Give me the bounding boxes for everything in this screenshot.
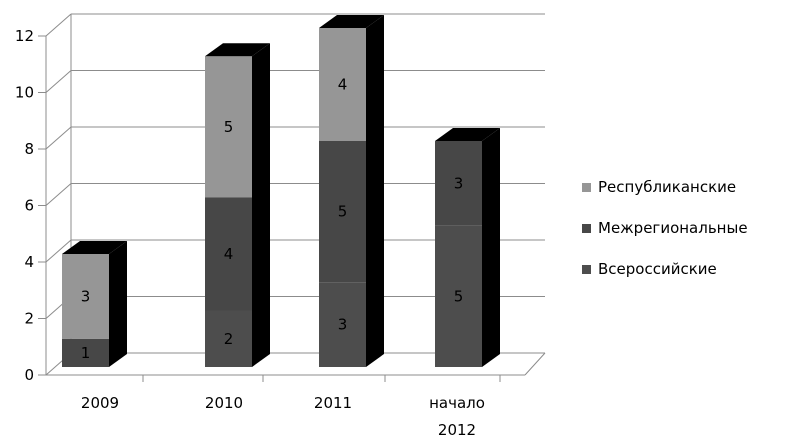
y-tick-label: 4: [24, 253, 34, 271]
legend-label: Межрегиональные: [598, 219, 748, 237]
y-tick-label: 0: [24, 366, 34, 384]
x-tick-label: 2011: [314, 394, 352, 412]
legend-swatch: [582, 264, 591, 274]
x-tick-label: начало: [429, 394, 485, 412]
gridline-depth: [45, 70, 72, 93]
bar-segment: [205, 310, 252, 367]
bar-top-face: [62, 241, 127, 254]
bar-segment: [205, 197, 252, 311]
bar-top-face: [319, 15, 384, 28]
bar-segment: [435, 225, 482, 367]
gridline-depth: [45, 183, 72, 206]
bar-segment: [319, 141, 366, 283]
y-tick-label: 2: [24, 310, 34, 328]
bar-side-face: [109, 241, 127, 367]
floor-edge: [524, 352, 546, 376]
x-tick-label: 2010: [205, 394, 243, 412]
y-tick-label: 10: [15, 84, 34, 102]
bar-segment: [319, 28, 366, 141]
y-tick-label: 6: [24, 197, 34, 215]
y-tick-label: 12: [15, 27, 34, 45]
data-label: 5: [338, 203, 348, 221]
bar-side-face: [366, 15, 384, 367]
bar-top-face: [205, 43, 270, 57]
bar-segment: [205, 56, 252, 198]
legend: Республиканские Межрегиональные Всероссийс…: [582, 176, 791, 299]
legend-swatch: [582, 182, 591, 192]
bar-top-face: [435, 128, 500, 141]
legend-item: Республиканские: [582, 176, 791, 198]
legend-swatch: [582, 223, 591, 233]
y-tick-label: 8: [24, 140, 34, 158]
bar-segment: [319, 282, 366, 367]
data-label: 3: [81, 287, 91, 305]
legend-item: Всероссийские: [582, 258, 791, 280]
x-tick-label: 2012: [438, 421, 476, 439]
data-label: 5: [454, 287, 464, 305]
data-label: 2: [224, 330, 234, 348]
gridline-depth: [45, 126, 72, 150]
bar-side-face: [252, 43, 270, 367]
gridline-depth: [45, 239, 72, 263]
bar-segment: [435, 141, 482, 226]
data-label: 3: [338, 316, 348, 334]
legend-label: Всероссийские: [598, 260, 717, 278]
bar-segment: [62, 254, 109, 339]
bar-side-face: [482, 128, 500, 367]
legend-item: Межрегиональные: [582, 217, 791, 239]
data-label: 3: [454, 174, 464, 192]
data-label: 1: [81, 344, 91, 362]
legend-label: Республиканские: [598, 178, 737, 196]
data-label: 4: [224, 245, 234, 263]
data-label: 4: [338, 76, 348, 94]
x-tick-label: 2009: [81, 394, 119, 412]
gridline-depth: [45, 13, 72, 37]
data-label: 5: [224, 118, 234, 136]
bar-segment: [62, 338, 109, 367]
